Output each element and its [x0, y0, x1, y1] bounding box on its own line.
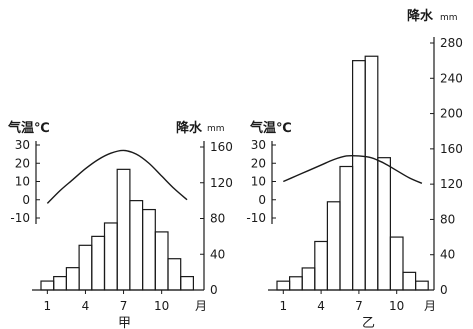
chart-a-temp-axis-label: 气温℃ [8, 120, 50, 136]
chart-b-bar-month-6 [339, 165, 354, 291]
chart-b-precip-tick-label: 0 [440, 283, 448, 297]
chart-a-temp-tick-label: 0 [22, 193, 30, 207]
chart-b-bar-month-9 [377, 157, 391, 291]
chart-a-temp-tick-label: -10 [10, 211, 30, 225]
chart-b-month-tick-label: 10 [389, 299, 404, 313]
chart-a-temp-tick-label: 10 [15, 175, 30, 189]
chart-a-bar-month-8 [129, 200, 144, 291]
chart-b-bars [276, 55, 429, 291]
chart-a-precip-tick-label: 0 [210, 283, 218, 297]
chart-b-name: 乙 [362, 316, 375, 329]
chart-a-bar-month-4 [78, 244, 93, 291]
chart-a-month-tick-label: 10 [154, 299, 169, 313]
chart-b-temperature-line [283, 154, 423, 184]
chart-a-temp-tick-label: 20 [15, 156, 30, 170]
chart-a: 30 20 10 0 -10 160 120 80 40 0 1 4 7 10 气温℃ 降水 mm 月 甲 [8, 120, 233, 329]
chart-b-x-label: 月 [424, 299, 436, 313]
chart-a-precip-tick-label: 80 [210, 212, 225, 226]
chart-a-bar-month-7 [116, 168, 131, 291]
chart-b-temp-tick-label: 20 [251, 156, 266, 170]
chart-a-month-tick-label: 1 [44, 299, 52, 313]
chart-a-precip-unit: mm [207, 124, 225, 134]
chart-b-bar-month-7 [352, 60, 366, 291]
chart-b-bar-month-2 [289, 276, 303, 291]
chart-b-tick-labels: 30 20 10 0 -10 280 240 200 160 120 80 40 0 1 4 7 10 [246, 36, 463, 313]
chart-b-bar-month-10 [389, 236, 404, 291]
chart-a-axes [32, 141, 205, 294]
chart-b-precip-tick-label: 240 [440, 71, 463, 85]
chart-a-name: 甲 [118, 316, 131, 329]
chart-b-precip-axis-label: 降水 [407, 8, 434, 24]
chart-a-bar-month-9 [142, 208, 156, 291]
chart-a-temp-tick-label: 30 [15, 138, 30, 152]
chart-a-precip-tick-label: 40 [210, 247, 225, 261]
chart-a-temperature-line [46, 149, 188, 204]
chart-b-precip-tick-label: 280 [440, 36, 463, 50]
chart-b-bar-month-5 [326, 201, 341, 291]
chart-a-x-label: 月 [195, 299, 207, 313]
chart-b-bar-month-12 [415, 280, 429, 291]
chart-b-month-tick-label: 7 [355, 299, 363, 313]
chart-a-bar-month-12 [180, 275, 194, 291]
chart-b-month-tick-label: 1 [279, 299, 287, 313]
chart-b-precip-tick-label: 40 [440, 248, 455, 262]
chart-b-bar-month-11 [402, 271, 417, 291]
chart-b-temp-tick-label: 10 [251, 175, 266, 189]
chart-a-tick-labels: 30 20 10 0 -10 160 120 80 40 0 1 4 7 10 [10, 138, 233, 313]
chart-b-axes [268, 37, 435, 294]
chart-b-bar-month-4 [314, 240, 328, 291]
chart-b-temp-axis-label: 气温℃ [250, 120, 292, 136]
chart-a-precip-tick-label: 160 [210, 140, 233, 154]
chart-a-bar-month-3 [65, 267, 80, 291]
chart-b-temp-tick-label: 0 [258, 193, 266, 207]
chart-a-precip-axis-label: 降水 [176, 120, 203, 136]
chart-b-bar-month-3 [301, 267, 316, 291]
chart-b-month-tick-label: 4 [317, 299, 325, 313]
chart-b-temp-tick-label: -10 [246, 211, 266, 225]
chart-a-bar-month-10 [154, 231, 169, 291]
chart-a-bar-month-6 [103, 222, 118, 291]
chart-a-precip-tick-label: 120 [210, 176, 233, 190]
chart-b-precip-tick-label: 200 [440, 107, 463, 121]
chart-b-temp-tick-label: 30 [251, 138, 266, 152]
chart-b-precip-unit: mm [440, 13, 458, 23]
chart-b-bar-month-8 [364, 55, 379, 291]
chart-a-bar-month-11 [167, 258, 182, 291]
chart-b-bar-month-1 [276, 280, 291, 291]
chart-a-month-tick-label: 4 [82, 299, 90, 313]
chart-a-bar-month-1 [40, 280, 55, 291]
chart-a-month-tick-label: 7 [120, 299, 128, 313]
chart-a-bar-month-2 [53, 275, 68, 291]
chart-b-precip-tick-label: 160 [440, 142, 463, 156]
chart-b-precip-tick-label: 120 [440, 177, 463, 191]
chart-b-precip-tick-label: 80 [440, 212, 455, 226]
chart-a-bar-month-5 [91, 235, 106, 291]
